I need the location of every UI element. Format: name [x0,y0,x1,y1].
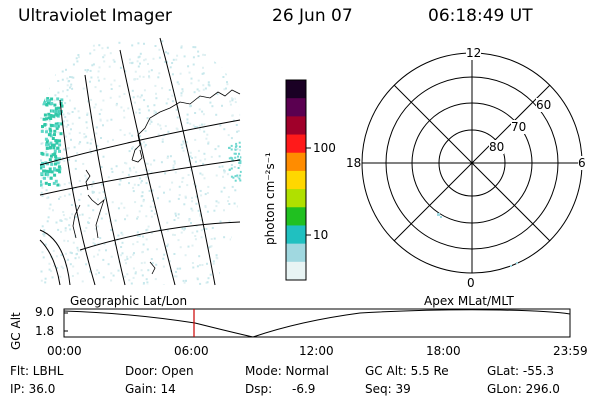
timeline-left-label: Geographic Lat/Lon [70,294,188,308]
info-glat: GLat: -55.3 [487,364,554,378]
info-gc-alt: GC Alt: 5.5 Re [365,364,449,378]
colorbar-tick-10: 10 [313,228,329,242]
observation-date: 26 Jun 07 [272,6,353,26]
timeline-xtick-0000: 00:00 [47,344,82,358]
timeline-ytick-9: 9.0 [35,305,55,319]
info-gain: Gain: 14 [125,382,176,396]
timeline-xtick-0600: 06:00 [174,344,209,358]
lat-label-80: 80 [489,140,505,154]
lat-label-70: 70 [511,120,527,134]
mlt-label-18: 18 [346,156,362,170]
mlt-label-0: 0 [467,276,475,290]
lat-label-60: 60 [536,98,552,112]
timeline-right-label: Apex MLat/MLT [424,294,514,308]
mlt-label-6: 6 [578,156,586,170]
timeline-xtick-2359: 23:59 [553,344,588,358]
info-dsp-value: -6.9 [292,382,316,396]
info-seq: Seq: 39 [365,382,411,396]
info-ip: IP: 36.0 [10,382,56,396]
colorbar-tick-100: 100 [313,141,336,155]
mlt-label-12: 12 [466,46,482,60]
timeline-xtick-1200: 12:00 [299,344,334,358]
observation-time: 06:18:49 UT [428,6,533,26]
info-dsp-label: Dsp: [245,382,273,396]
info-door: Door: Open [125,364,194,378]
info-mode: Mode: Normal [245,364,329,378]
info-filter: Flt: LBHL [10,364,64,378]
info-glon: GLon: 296.0 [487,382,560,396]
timeline-ytick-1-8: 1.8 [35,324,55,338]
timeline-xtick-1800: 18:00 [426,344,461,358]
instrument-title: Ultraviolet Imager [18,6,172,26]
